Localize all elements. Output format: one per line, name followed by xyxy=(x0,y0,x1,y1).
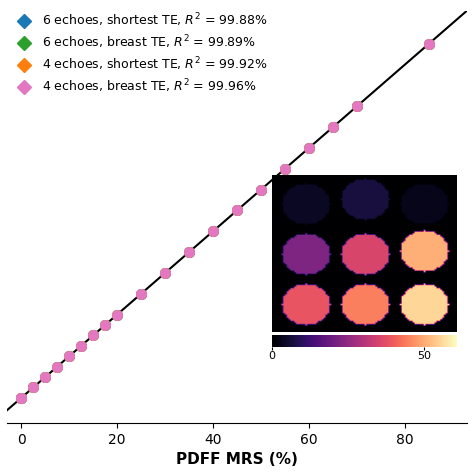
Point xyxy=(65,352,73,360)
Point xyxy=(90,331,97,339)
Point xyxy=(281,165,289,173)
Point xyxy=(233,207,241,214)
Point xyxy=(281,165,289,173)
Point xyxy=(113,311,121,319)
Point xyxy=(29,383,37,391)
Point xyxy=(113,311,121,319)
Point xyxy=(329,123,337,131)
Point xyxy=(101,321,109,329)
Legend: 6 echoes, shortest TE, $R^2$ = 99.88%, 6 echoes, breast TE, $R^2$ = 99.89%, 4 ec: 6 echoes, shortest TE, $R^2$ = 99.88%, 6… xyxy=(7,7,273,100)
Point xyxy=(281,165,289,173)
Point xyxy=(42,373,49,381)
Point xyxy=(161,269,169,277)
Point xyxy=(425,40,432,48)
Point xyxy=(353,102,361,110)
Point xyxy=(209,228,217,235)
Point xyxy=(353,102,361,110)
Point xyxy=(281,165,289,173)
Point xyxy=(209,228,217,235)
Point xyxy=(42,373,49,381)
Point xyxy=(161,269,169,277)
Point xyxy=(137,290,145,298)
Point xyxy=(18,394,25,401)
Point xyxy=(90,331,97,339)
Point xyxy=(161,269,169,277)
Point xyxy=(18,394,25,401)
Point xyxy=(233,207,241,214)
Point xyxy=(257,186,265,193)
Point xyxy=(54,363,61,370)
Point xyxy=(90,331,97,339)
Point xyxy=(113,311,121,319)
Point xyxy=(185,248,193,256)
Point xyxy=(90,331,97,339)
Point xyxy=(353,102,361,110)
Point xyxy=(42,373,49,381)
Point xyxy=(18,394,25,401)
Point xyxy=(425,40,432,48)
Point xyxy=(305,144,313,152)
Point xyxy=(54,363,61,370)
Point xyxy=(185,248,193,256)
Point xyxy=(209,228,217,235)
Point xyxy=(101,321,109,329)
Point xyxy=(18,394,25,401)
Point xyxy=(329,123,337,131)
Point xyxy=(161,269,169,277)
Point xyxy=(29,383,37,391)
Point xyxy=(18,394,25,401)
Point xyxy=(65,352,73,360)
Point xyxy=(425,40,432,48)
Point xyxy=(29,383,37,391)
Point xyxy=(77,342,85,349)
Point xyxy=(77,342,85,349)
Point xyxy=(113,311,121,319)
X-axis label: PDFF MRS (%): PDFF MRS (%) xyxy=(176,452,298,467)
Point xyxy=(18,394,25,401)
Point xyxy=(65,352,73,360)
Point xyxy=(329,123,337,131)
Point xyxy=(185,248,193,256)
Point xyxy=(137,290,145,298)
Point xyxy=(329,123,337,131)
Point xyxy=(233,207,241,214)
Point xyxy=(42,373,49,381)
Point xyxy=(54,363,61,370)
Point xyxy=(29,383,37,391)
Point xyxy=(257,186,265,193)
Point xyxy=(425,40,432,48)
Point xyxy=(101,321,109,329)
Point xyxy=(305,144,313,152)
Point xyxy=(65,352,73,360)
Point xyxy=(257,186,265,193)
Point xyxy=(257,186,265,193)
Point xyxy=(209,228,217,235)
Point xyxy=(353,102,361,110)
Point xyxy=(18,394,25,401)
Point xyxy=(233,207,241,214)
Point xyxy=(18,394,25,401)
Point xyxy=(77,342,85,349)
Point xyxy=(305,144,313,152)
Point xyxy=(185,248,193,256)
Point xyxy=(305,144,313,152)
Point xyxy=(77,342,85,349)
Point xyxy=(137,290,145,298)
Point xyxy=(137,290,145,298)
Point xyxy=(54,363,61,370)
Point xyxy=(101,321,109,329)
